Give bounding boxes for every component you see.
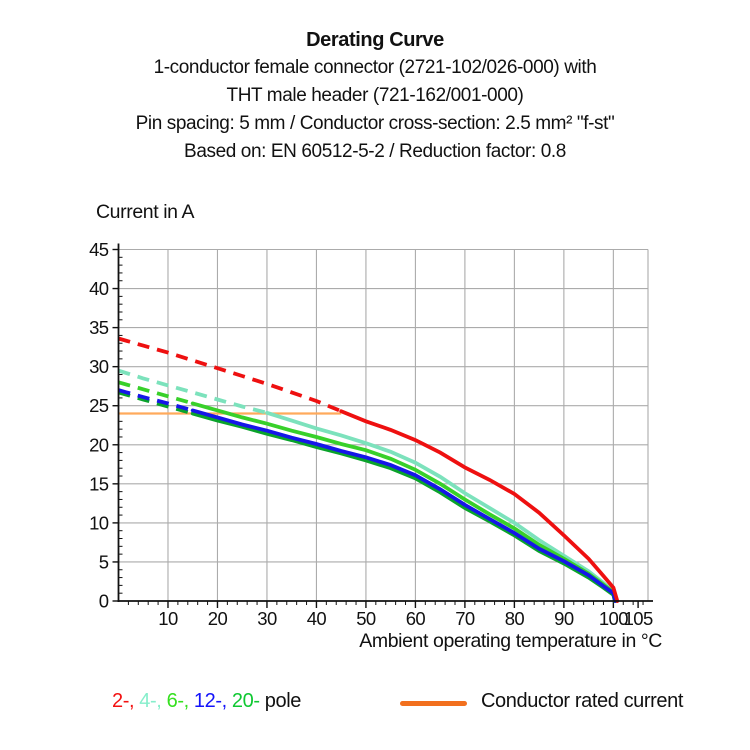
y-axis-title: Current in A [96,201,195,223]
legend-item-6pole: 6-, [166,690,194,712]
x-tick-label: 50 [356,608,376,629]
x-tick-label: 20 [208,608,228,629]
y-tick-label: 40 [89,278,109,299]
y-tick-label: 30 [89,356,109,377]
rated-current-label: Conductor rated current [481,690,684,712]
x-tick-label: 60 [406,608,426,629]
x-tick-label: 100 [599,608,628,629]
curve-12-pole-dashed [117,388,194,413]
y-tick-label: 15 [89,473,109,494]
curve-2-pole [339,409,620,603]
chart-subtitle-header: THT male header (721-162/001-000) [226,85,524,106]
x-tick-label: 105 [624,608,653,629]
legend-item-12pole: 12-, [193,690,232,712]
y-tick-label: 0 [99,591,109,612]
y-tick-label: 5 [99,551,109,572]
x-tick-label: 70 [455,608,475,629]
curve-2-pole-dashed [117,336,342,413]
y-tick-label: 20 [89,434,109,455]
x-axis-title: Ambient operating temperature in °C [359,630,662,652]
curve-12-pole [190,408,618,603]
chart-subtitle-standard: Based on: EN 60512-5-2 / Reduction facto… [184,141,566,162]
legend-pole-items: 2-, 4-, 6-, 12-, 20- pole [112,690,301,713]
chart-header: Derating Curve 1-conductor female connec… [0,26,750,166]
y-tick-label: 35 [89,317,109,338]
curve-20-pole-dashed [117,390,194,416]
x-tick-label: 10 [158,608,178,629]
curve-6-pole-dashed [117,380,194,406]
legend-item-20pole: 20- [231,690,260,712]
legend: 2-, 4-, 6-, 12-, 20- pole Conductor rate… [0,690,750,720]
legend-pole-suffix: pole [259,690,302,712]
x-tick-label: 90 [554,608,574,629]
chart-subtitle-spec: Pin spacing: 5 mm / Conductor cross-sect… [135,113,615,134]
y-tick-label: 45 [89,239,109,260]
legend-item-2pole: 2-, [112,690,140,712]
curve-20-pole [190,411,617,603]
chart-title: Derating Curve [306,29,444,51]
legend-item-4pole: 4-, [139,690,167,712]
x-tick-label: 80 [505,608,525,629]
x-tick-label: 40 [307,608,327,629]
curve-6-pole [190,401,618,603]
curve-4-pole-dashed [117,368,268,415]
rated-current-line-swatch [400,701,467,706]
y-tick-label: 25 [89,395,109,416]
x-tick-label: 30 [257,608,277,629]
y-tick-label: 10 [89,512,109,533]
chart-subtitle-connector: 1-conductor female connector (2721-102/0… [153,57,597,78]
